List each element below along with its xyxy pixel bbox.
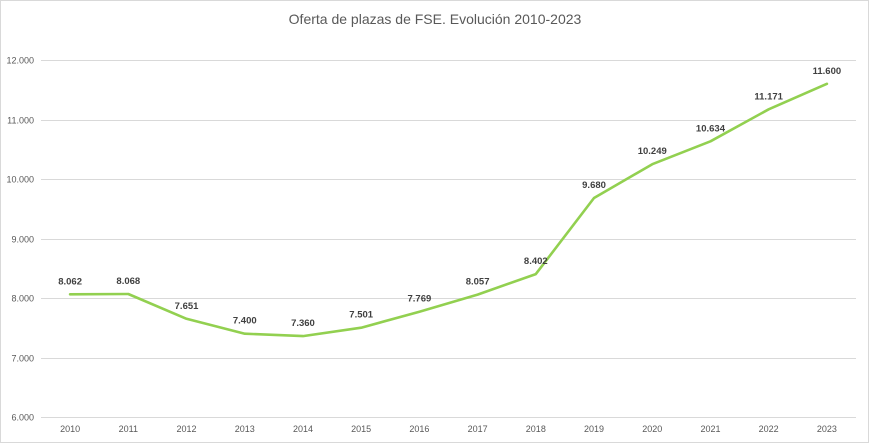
data-label: 11.600 [813, 66, 842, 77]
data-label: 8.402 [524, 256, 548, 267]
y-axis-ticks: 6.000 7.000 8.000 9.000 10.000 11.000 12.000 [6, 56, 34, 423]
y-tick-label: 11.000 [7, 116, 34, 126]
data-label: 11.171 [754, 91, 783, 102]
y-tick-label: 7.000 [11, 354, 34, 364]
data-label: 8.068 [116, 276, 140, 287]
x-tick-label: 2013 [235, 424, 255, 434]
data-label: 7.769 [408, 294, 432, 305]
y-tick-label: 10.000 [6, 175, 34, 185]
y-tick-label: 9.000 [11, 235, 34, 245]
chart-title: Oferta de plazas de FSE. Evolución 2010-… [289, 11, 582, 27]
x-tick-label: 2021 [700, 424, 720, 434]
x-tick-label: 2015 [351, 424, 371, 434]
data-label: 9.680 [582, 180, 606, 191]
x-tick-label: 2022 [759, 424, 779, 434]
x-tick-label: 2023 [817, 424, 837, 434]
x-tick-label: 2019 [584, 424, 604, 434]
x-tick-label: 2010 [60, 424, 80, 434]
data-label: 8.062 [58, 276, 82, 287]
x-tick-label: 2017 [468, 424, 488, 434]
x-tick-label: 2020 [642, 424, 662, 434]
x-tick-label: 2016 [409, 424, 429, 434]
data-label: 7.651 [175, 301, 199, 312]
x-axis-ticks: 2010 2011 2012 2013 2014 2015 2016 2017 2018 2019… [60, 424, 837, 434]
data-label: 8.057 [466, 277, 490, 288]
x-tick-label: 2012 [177, 424, 197, 434]
y-tick-label: 8.000 [11, 294, 34, 304]
series-line [68, 82, 829, 338]
data-label: 7.400 [233, 316, 257, 327]
data-labels: 8.062 8.068 7.651 7.400 7.360 7.501 7.769 8.057… [58, 66, 841, 329]
y-tick-label: 6.000 [11, 413, 34, 423]
x-tick-label: 2014 [293, 424, 313, 434]
x-tick-label: 2011 [119, 424, 138, 434]
data-label: 10.634 [696, 123, 726, 134]
y-tick-label: 12.000 [6, 56, 34, 66]
x-tick-label: 2018 [526, 424, 546, 434]
gridlines [41, 60, 856, 418]
data-label: 10.249 [638, 146, 667, 157]
series-group [68, 82, 829, 338]
data-label: 7.501 [349, 310, 373, 321]
data-label: 7.360 [291, 318, 315, 329]
